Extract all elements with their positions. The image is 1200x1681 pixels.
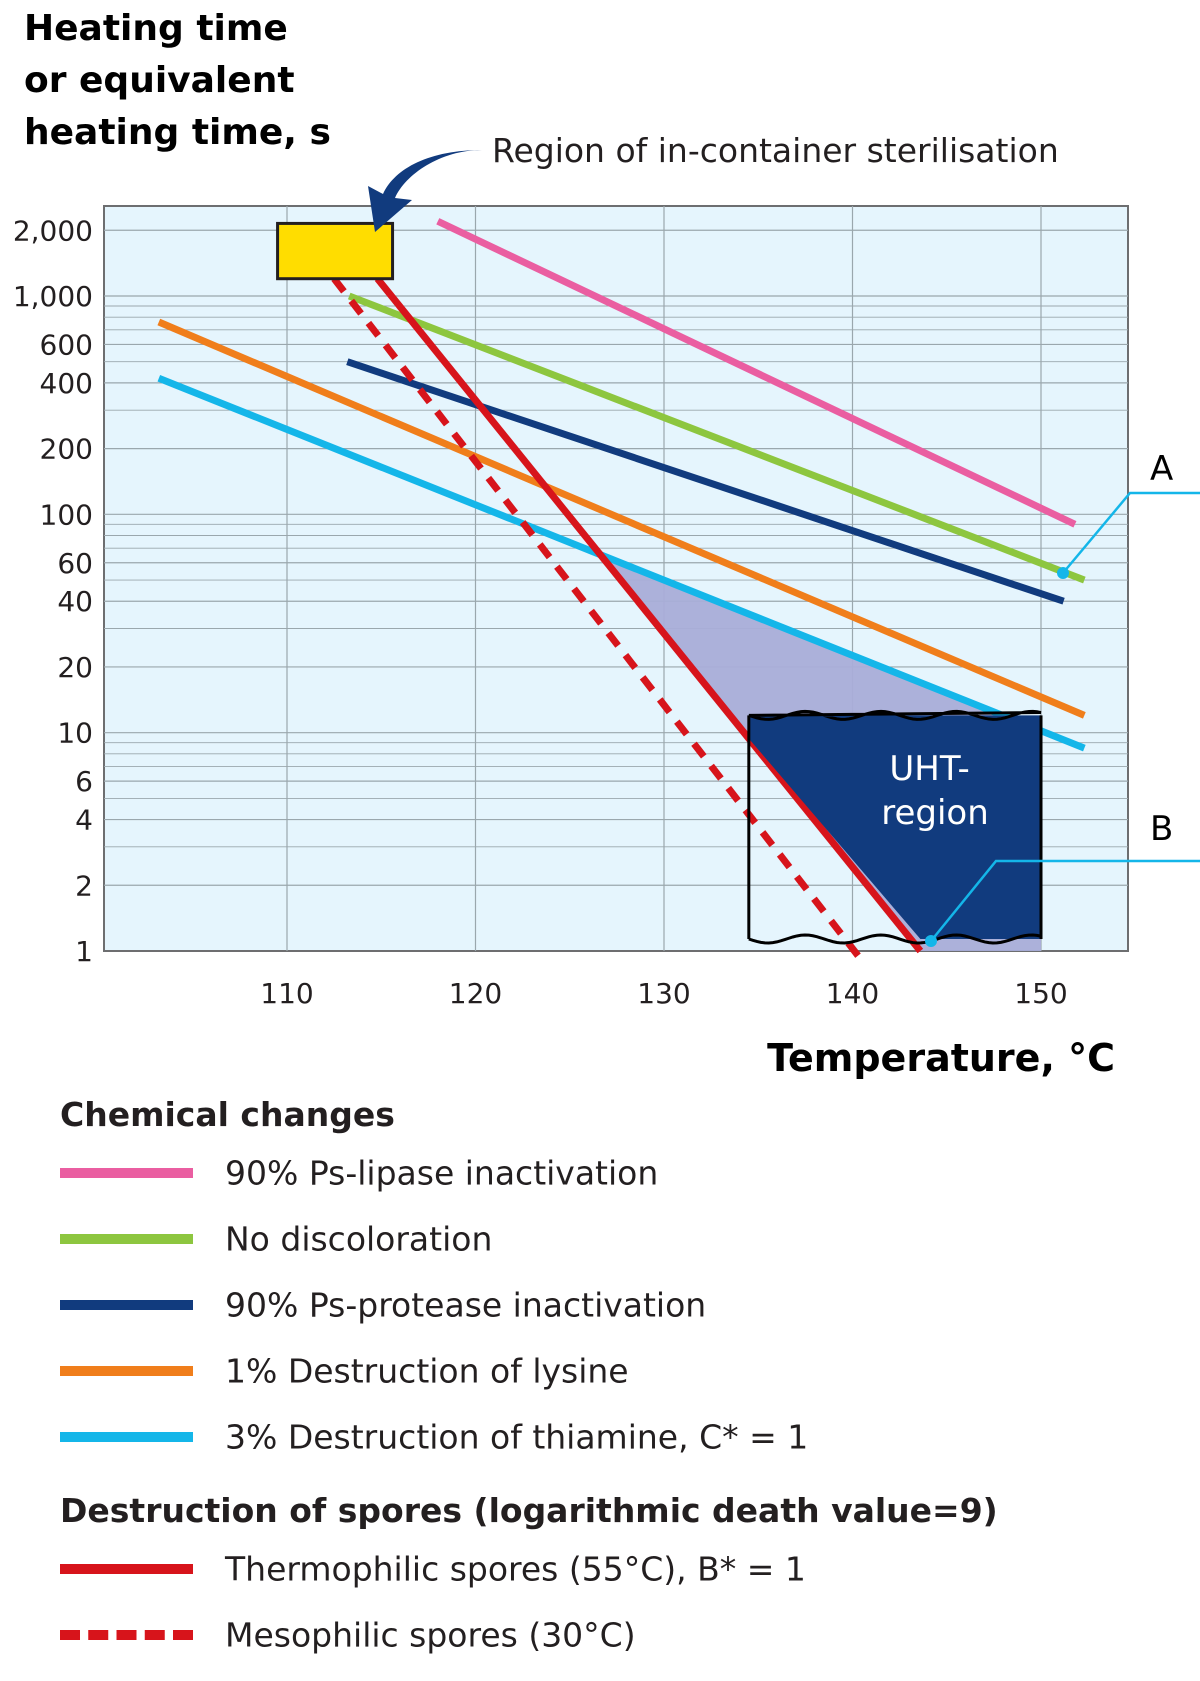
- legend-item-thiamine: 3% Destruction of thiamine, C* = 1: [60, 1404, 1180, 1470]
- legend-label-mesophilic: Mesophilic spores (30°C): [225, 1615, 636, 1655]
- uht-label: UHT- region: [881, 749, 989, 833]
- series-line-protease: [346, 358, 1065, 605]
- y-tick-labels: 2,000 1,000 600 400 200 100 60 40 20 10 6 4 2 1: [13, 214, 93, 968]
- legend-label-thiamine: 3% Destruction of thiamine, C* = 1: [225, 1417, 809, 1457]
- callout-b-dot: [925, 935, 937, 947]
- y-tick-label-20: 20: [57, 651, 93, 684]
- y-tick-label-600: 600: [40, 328, 93, 361]
- legend-swatch-mesophilic: [60, 1630, 193, 1640]
- uht-label-line-2: region: [881, 793, 989, 833]
- uht-box-top-edge: [748, 709, 1042, 721]
- legend-label-lysine: 1% Destruction of lysine: [225, 1351, 629, 1391]
- series-lines: [157, 218, 1086, 959]
- y-tick-label-100: 100: [40, 498, 93, 531]
- series-line-lipase: [436, 218, 1077, 528]
- x-tick-label-120: 120: [449, 977, 502, 1010]
- x-tick-labels: 110 120 130 140 150: [260, 977, 1067, 1010]
- legend-label-discoloration: No discoloration: [225, 1219, 493, 1259]
- legend-item-thermophilic: Thermophilic spores (55°C), B* = 1: [60, 1536, 1180, 1602]
- legend-label-lipase: 90% Ps-lipase inactivation: [225, 1153, 659, 1193]
- y-axis-title-line-2: or equivalent: [24, 60, 295, 101]
- legend-item-lipase: 90% Ps-lipase inactivation: [60, 1140, 1180, 1206]
- callout-b: B: [925, 809, 1200, 947]
- legend-swatch-discoloration: [60, 1234, 193, 1244]
- y-tick-label-10: 10: [57, 717, 93, 750]
- callout-a-leader: [1062, 491, 1200, 574]
- uht-label-line-1: UHT-: [889, 749, 969, 789]
- uht-box-bottom-edge: [748, 933, 1042, 945]
- callout-a: A: [1057, 449, 1200, 579]
- callout-a-label: A: [1150, 449, 1173, 489]
- legend-heading-spores: Destruction of spores (logarithmic death…: [60, 1491, 998, 1530]
- x-tick-label-150: 150: [1014, 977, 1067, 1010]
- y-axis-title: Heating time or equivalent heating time,…: [24, 8, 331, 153]
- series-line-discoloration: [347, 292, 1086, 584]
- y-tick-label-40: 40: [57, 585, 93, 618]
- legend-heading-chemical: Chemical changes: [60, 1095, 395, 1134]
- legend-swatch-thiamine: [60, 1432, 193, 1442]
- legend-item-mesophilic: Mesophilic spores (30°C): [60, 1602, 1180, 1668]
- y-tick-label-4: 4: [75, 804, 93, 837]
- series-line-thiamine: [157, 375, 1086, 752]
- heating-time-chart: Heating time or equivalent heating time,…: [13, 8, 1200, 1080]
- y-axis-title-line-1: Heating time: [24, 8, 288, 49]
- series-line-lysine: [157, 318, 1086, 719]
- x-axis-title: Temperature, °C: [767, 1036, 1115, 1080]
- series-line-mesophilic: [331, 276, 861, 959]
- x-tick-label-130: 130: [637, 977, 690, 1010]
- y-tick-label-1: 1: [75, 935, 93, 968]
- sterilisation-box: [276, 221, 395, 281]
- legend-swatch-thermophilic: [60, 1564, 193, 1574]
- callout-b-leader: [930, 859, 1200, 942]
- x-tick-label-140: 140: [826, 977, 879, 1010]
- sterilisation-label: Region of in-container sterilisation: [492, 131, 1059, 170]
- callout-b-label: B: [1150, 809, 1173, 849]
- y-tick-label-1000: 1,000: [13, 280, 93, 313]
- legend-item-discoloration: No discoloration: [60, 1206, 1180, 1272]
- series-line-thermophilic: [374, 276, 924, 954]
- x-tick-label-110: 110: [260, 977, 313, 1010]
- y-tick-label-60: 60: [57, 547, 93, 580]
- legend-swatch-lysine: [60, 1366, 193, 1376]
- y-tick-label-2: 2: [75, 869, 93, 902]
- callout-a-dot: [1057, 567, 1069, 579]
- y-tick-label-2000: 2,000: [13, 214, 93, 247]
- legend-item-protease: 90% Ps-protease inactivation: [60, 1272, 1180, 1338]
- legend-swatch-lipase: [60, 1168, 193, 1178]
- legend-item-lysine: 1% Destruction of lysine: [60, 1338, 1180, 1404]
- y-tick-label-200: 200: [40, 433, 93, 466]
- uht-region-fill: [748, 715, 1041, 939]
- legend: Chemical changes 90% Ps-lipase inactivat…: [60, 1090, 1180, 1668]
- y-tick-label-6: 6: [75, 765, 93, 798]
- y-tick-label-400: 400: [40, 367, 93, 400]
- y-axis-title-line-3: heating time, s: [24, 112, 331, 153]
- legend-swatch-protease: [60, 1300, 193, 1310]
- region-boxes: [276, 221, 1043, 945]
- legend-label-protease: 90% Ps-protease inactivation: [225, 1285, 707, 1325]
- legend-label-thermophilic: Thermophilic spores (55°C), B* = 1: [225, 1549, 806, 1589]
- arrow-icon: [368, 150, 482, 232]
